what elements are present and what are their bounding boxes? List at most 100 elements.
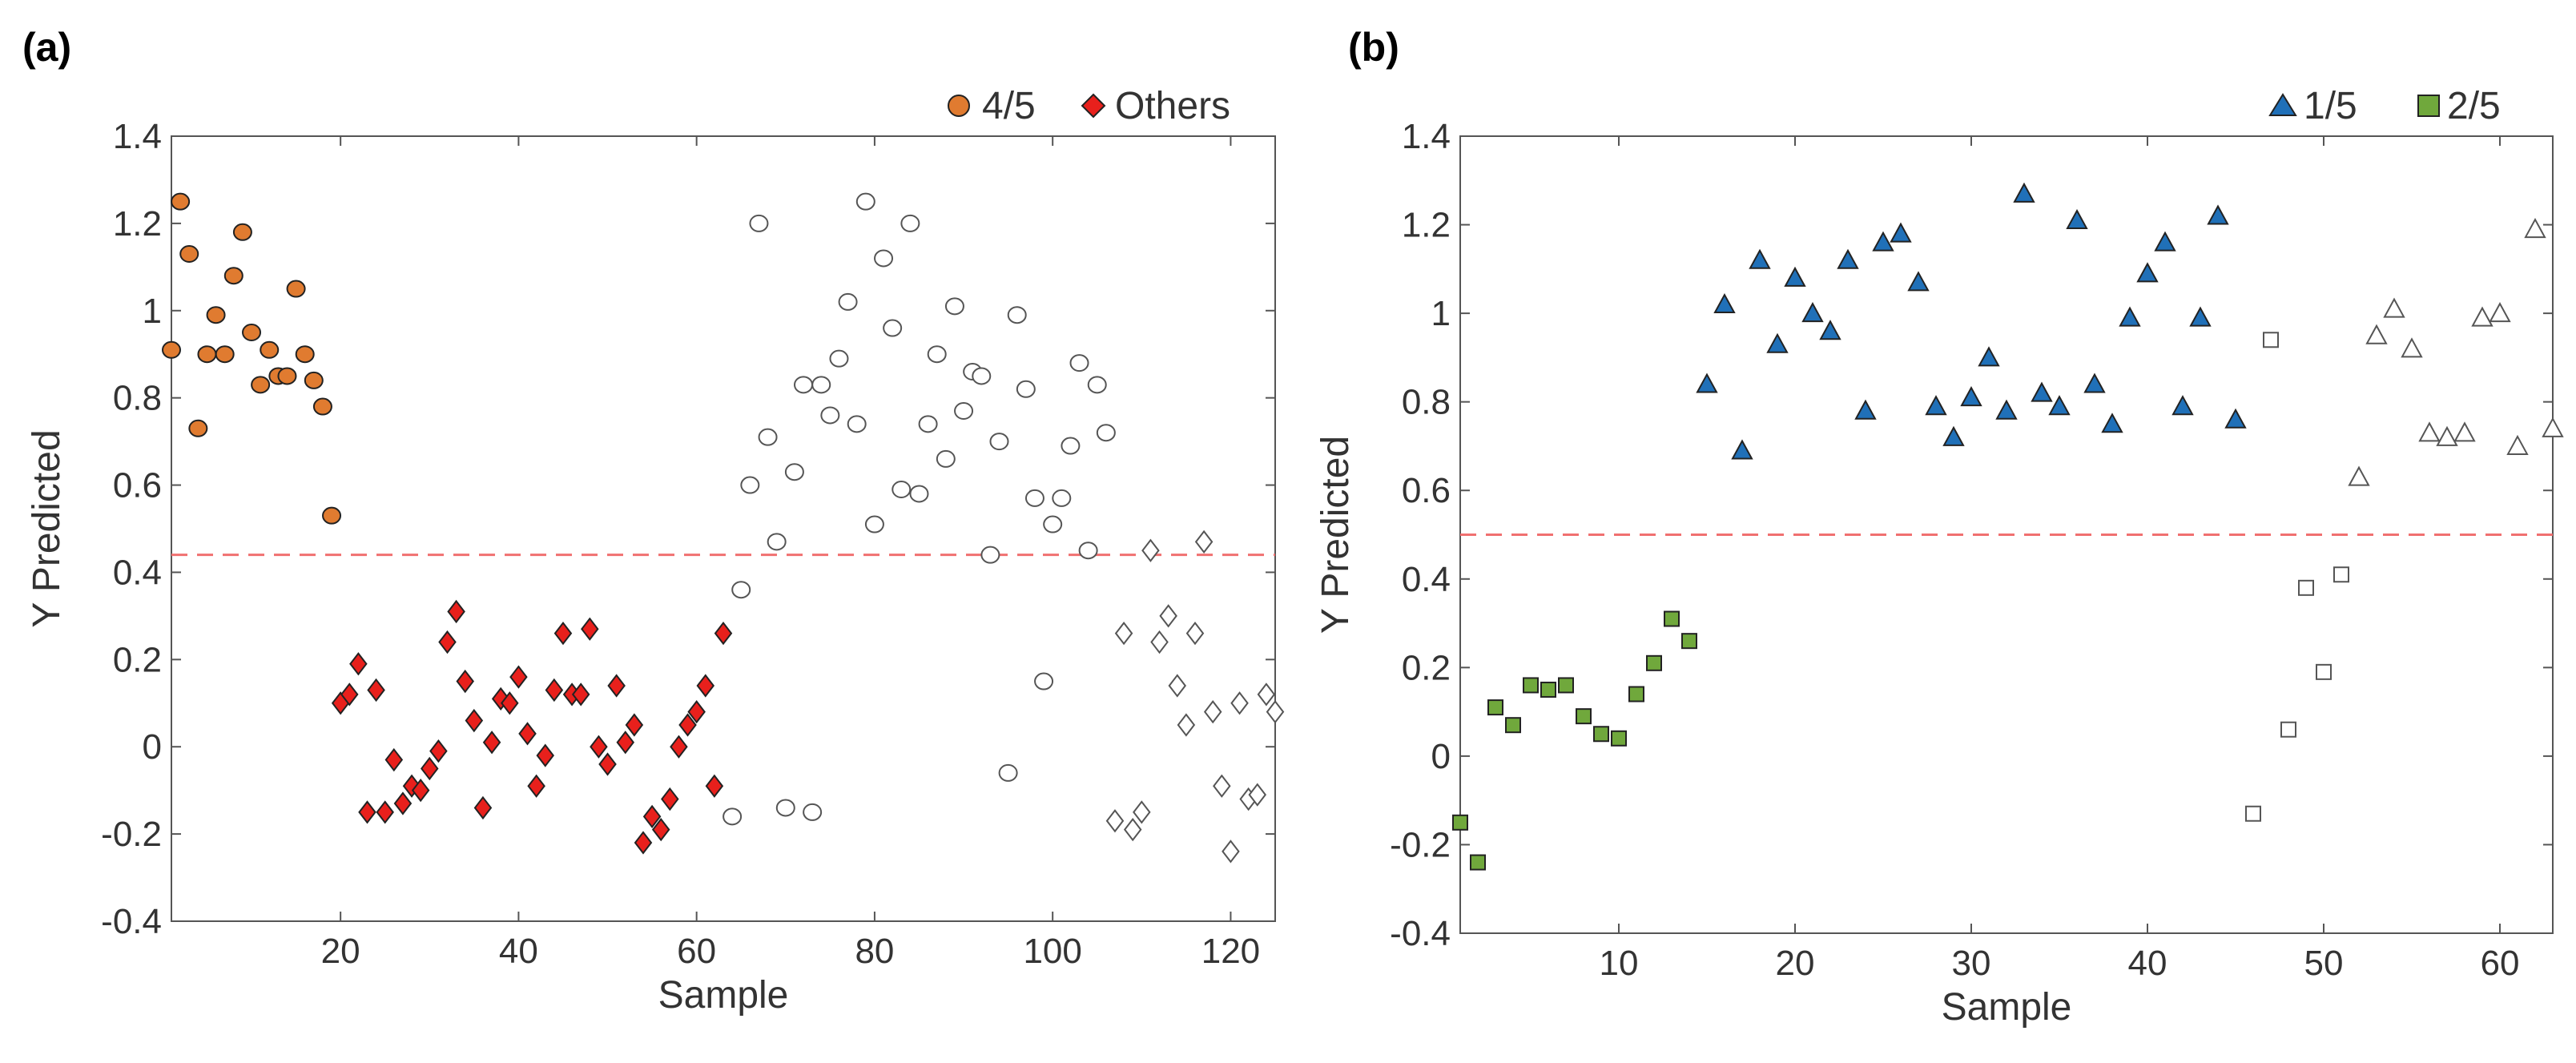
data-point-b-s0 (1523, 677, 1539, 694)
data-point-b-s3 (2365, 324, 2388, 344)
data-point-a-s2 (892, 481, 912, 498)
panel-a-legend: 4/5 Others (948, 85, 1230, 127)
data-point-a-s2 (784, 463, 804, 481)
data-point-a-s1 (598, 752, 617, 776)
data-point-a-s0 (242, 324, 262, 341)
data-point-a-s3 (1177, 713, 1196, 737)
data-point-a-s2 (909, 485, 929, 503)
data-point-a-s2 (803, 803, 823, 821)
legend-label-others: Others (1115, 85, 1230, 127)
legend-marker-2-5 (2417, 95, 2440, 117)
legend-marker-others (1081, 93, 1106, 119)
data-point-a-s2 (722, 807, 743, 826)
data-point-a-s3 (1150, 630, 1169, 654)
data-point-b-s3 (2542, 417, 2564, 437)
data-point-b-s0 (1681, 633, 1697, 650)
data-point-a-s2 (900, 214, 920, 232)
data-point-a-s2 (989, 433, 1009, 451)
data-point-a-s1 (545, 678, 564, 703)
data-point-a-s1 (411, 779, 430, 803)
data-point-a-s1 (518, 722, 537, 746)
data-point-b-s3 (2471, 306, 2493, 327)
data-point-a-s0 (312, 397, 332, 416)
scatter-plot-a: -0.4 -0.2 0 0.2 0.4 0.6 0.8 1 1.2 1.4 20 40 60 80 100 1… (26, 117, 1285, 1017)
data-point-a-s1 (536, 743, 555, 767)
x-tick-label: 40 (2128, 944, 2167, 983)
data-point-a-s2 (927, 345, 947, 364)
data-point-b-s1 (2083, 372, 2106, 393)
data-point-b-s0 (1452, 814, 1468, 831)
data-point-a-s0 (277, 367, 297, 385)
data-point-a-s1 (393, 791, 413, 815)
data-point-b-s3 (2506, 434, 2529, 455)
y-tick-label: -0.2 (101, 815, 162, 854)
data-point-a-s1 (696, 674, 715, 698)
data-point-b-s0 (1611, 730, 1627, 747)
data-point-a-s0 (223, 267, 244, 285)
data-point-a-s2 (811, 376, 831, 394)
data-point-a-s3 (1133, 800, 1151, 824)
data-point-a-s1 (438, 630, 457, 654)
data-point-a-s1 (340, 682, 359, 707)
data-point-a-s1 (465, 708, 484, 733)
scatter-plot-b: -0.4 -0.2 0 0.2 0.4 0.6 0.8 1 1.2 1.4 10 20 30 40 50 60… (1314, 117, 2564, 1029)
data-point-a-s0 (179, 245, 199, 263)
data-point-a-s0 (188, 419, 208, 437)
data-point-a-s3 (1185, 622, 1205, 646)
data-point-b-s2 (2280, 721, 2296, 738)
x-tick-label: 20 (1776, 944, 1815, 983)
data-point-b-s1 (2171, 395, 2194, 416)
data-point-a-s2 (918, 415, 938, 433)
y-tick-label: 1.4 (1402, 117, 1451, 156)
data-point-b-s1 (2224, 408, 2247, 429)
data-point-a-s3 (1105, 809, 1125, 833)
data-point-a-s2 (1069, 354, 1089, 372)
data-point-a-s0 (197, 345, 217, 364)
data-point-a-s1 (625, 713, 644, 737)
data-point-b-s3 (2453, 421, 2476, 442)
data-point-a-s1 (358, 800, 376, 824)
data-point-a-s0 (171, 192, 191, 211)
data-point-a-s2 (1007, 306, 1027, 324)
x-tick-label: 60 (2481, 944, 2520, 983)
data-point-a-s1 (384, 747, 404, 772)
data-point-a-s1 (571, 682, 590, 707)
data-point-a-s2 (1016, 380, 1036, 398)
data-point-a-s2 (838, 292, 858, 311)
data-point-a-s3 (1203, 700, 1222, 724)
data-point-a-s2 (820, 406, 840, 425)
data-point-a-s2 (794, 376, 814, 394)
data-point-b-s0 (1487, 699, 1503, 716)
data-point-a-s1 (642, 804, 662, 828)
y-tick-label: 1.2 (113, 204, 162, 244)
data-point-a-s0 (215, 345, 235, 364)
data-point-a-s0 (251, 376, 271, 394)
data-point-b-s1 (1995, 399, 2018, 420)
data-point-a-s1 (367, 678, 385, 703)
data-point-a-s1 (456, 669, 474, 694)
data-point-a-s2 (1043, 515, 1063, 534)
y-tick-label: 0.4 (1402, 560, 1451, 599)
y-tick-label: -0.4 (1390, 914, 1451, 953)
data-point-b-s2 (2298, 579, 2314, 596)
data-point-a-s1 (349, 652, 368, 676)
data-point-a-s0 (206, 306, 226, 324)
data-point-b-s0 (1540, 681, 1556, 698)
data-point-a-s2 (740, 476, 760, 494)
panel-a: (a) 4/5 Others -0.4 -0.2 0 0.2 0.4 0.6 0.8 1 1.2… (22, 25, 1285, 1017)
data-point-a-s2 (1096, 424, 1116, 442)
data-point-a-s2 (998, 763, 1018, 782)
data-point-a-s3 (1114, 622, 1133, 646)
legend-marker-1-5 (2268, 93, 2297, 116)
data-point-a-s0 (322, 506, 342, 525)
data-point-b-s3 (2418, 421, 2441, 442)
data-point-a-s1 (447, 599, 465, 624)
legend-label-1-5: 1/5 (2304, 85, 2357, 127)
x-tick-label: 50 (2304, 944, 2344, 983)
data-point-b-s1 (1925, 395, 1947, 416)
data-point-a-s2 (758, 428, 778, 446)
y-tick-label: 0 (143, 727, 162, 767)
data-point-a-s1 (527, 774, 545, 798)
data-point-a-s3 (1257, 682, 1276, 707)
data-point-a-s1 (651, 818, 670, 842)
